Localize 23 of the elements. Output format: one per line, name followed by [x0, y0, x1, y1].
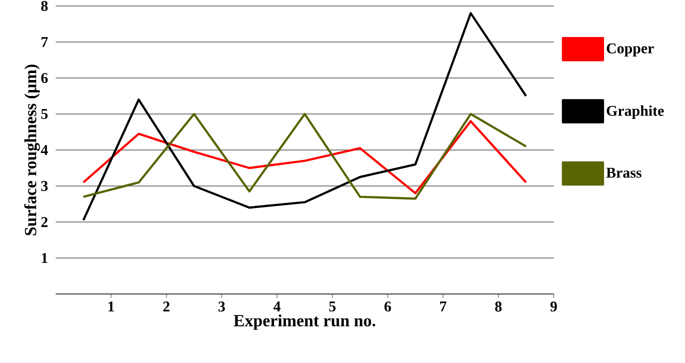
y-axis-title: Surface roughness (µm) [24, 64, 40, 236]
y-tick-label: 1 [42, 253, 48, 263]
legend-label: Copper [606, 43, 654, 56]
x-tick-label: 7 [440, 302, 446, 312]
x-axis-title: Experiment run no. [234, 314, 376, 330]
x-tick-label: 8 [495, 302, 502, 312]
x-tick-label: 9 [550, 302, 557, 312]
x-tick-label: 6 [384, 302, 391, 312]
y-tick-label: 4 [40, 145, 48, 155]
y-tick-label: 6 [41, 72, 48, 84]
legend-label: Graphite [606, 105, 664, 119]
x-tick-label: 1 [108, 302, 114, 312]
y-tick-label: 7 [42, 37, 48, 47]
x-tick-label: 4 [274, 302, 280, 312]
y-tick-label: 2 [41, 217, 48, 227]
y-tick-label: 5 [41, 109, 48, 119]
y-tick-label: 3 [41, 180, 48, 192]
legend-label: Brass [606, 168, 642, 178]
line-series [82, 12, 528, 222]
x-tick-label: 2 [163, 302, 170, 312]
x-tick-label: 3 [218, 302, 225, 312]
x-tick-label: 5 [329, 302, 336, 312]
y-tick-label: 8 [41, 0, 48, 12]
